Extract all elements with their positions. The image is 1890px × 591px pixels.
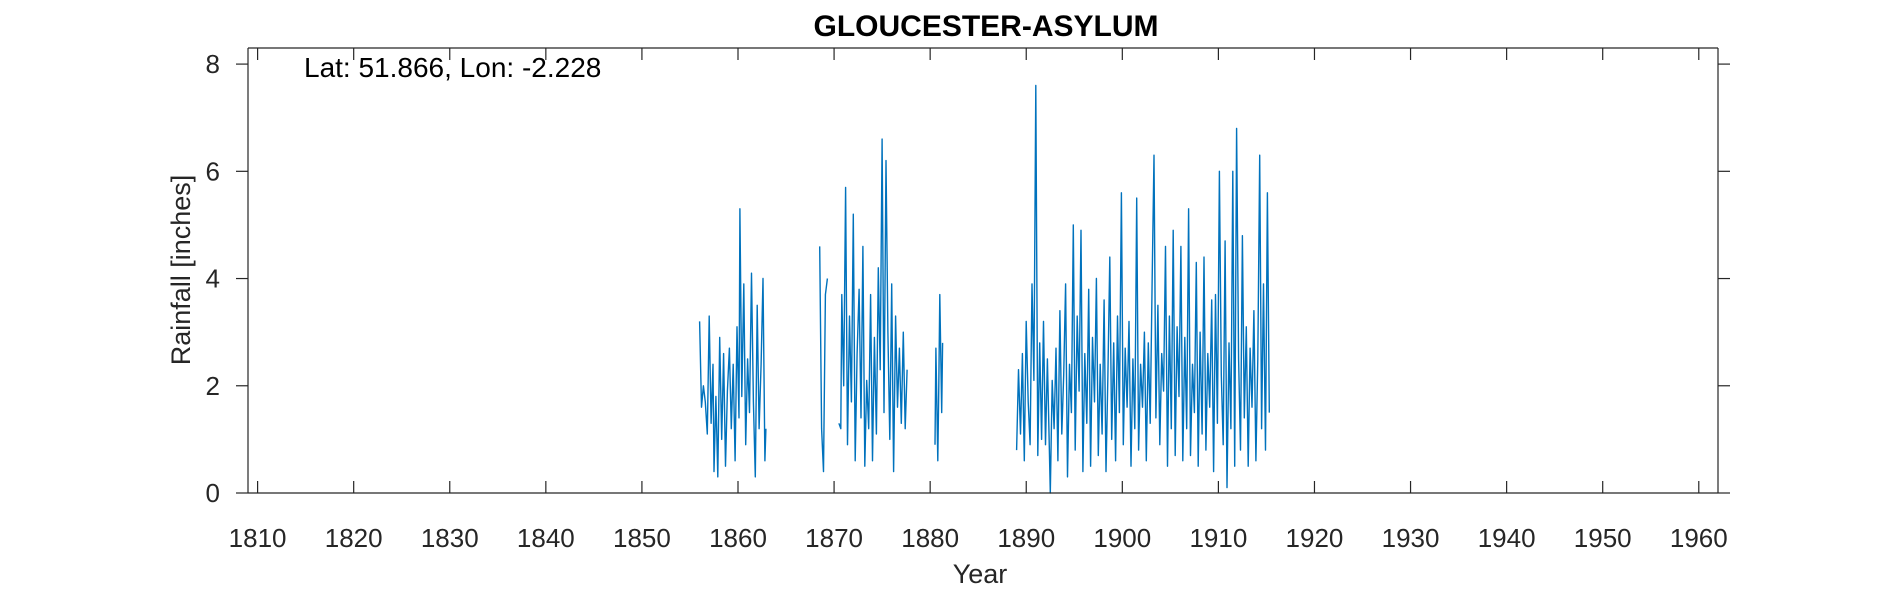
x-tick-label: 1960 [1670,523,1728,553]
y-tick-label: 4 [206,264,220,294]
x-tick-label: 1850 [613,523,671,553]
x-tick-label: 1880 [901,523,959,553]
y-axis-label: Rainfall [inches] [166,175,196,366]
x-tick-label: 1940 [1478,523,1536,553]
x-tick-label: 1860 [709,523,767,553]
plot-area [248,48,1718,493]
y-tick-label: 0 [206,478,220,508]
x-axis-label: Year [953,559,1008,589]
x-tick-label: 1830 [421,523,479,553]
ticks-layer: 1810 1820 1830 1840 1850 1860 1870 1880 1890 1900… [206,48,1730,553]
x-tick-label: 1840 [517,523,575,553]
x-tick-label: 1810 [229,523,287,553]
rainfall-series-line [819,246,829,473]
axes-layer [247,47,1719,494]
y-tick-label: 6 [206,156,220,186]
x-tick-label: 1930 [1382,523,1440,553]
y-tick-label: 2 [206,371,220,401]
y-tick-label: 8 [206,49,220,79]
chart-title: GLOUCESTER-ASYLUM [814,10,1159,43]
x-tick-label: 1890 [997,523,1055,553]
rainfall-series-line [1015,84,1271,494]
x-tick-label: 1950 [1574,523,1632,553]
rainfall-series-line [698,208,767,478]
x-tick-label: 1870 [805,523,863,553]
x-tick-label: 1910 [1189,523,1247,553]
x-tick-label: 1900 [1093,523,1151,553]
series-layer [698,84,1271,494]
rainfall-series-line [934,293,944,462]
rainfall-series-line [838,138,908,473]
x-tick-label: 1920 [1286,523,1344,553]
x-tick-label: 1820 [325,523,383,553]
location-annotation: Lat: 51.866, Lon: -2.228 [304,52,601,83]
